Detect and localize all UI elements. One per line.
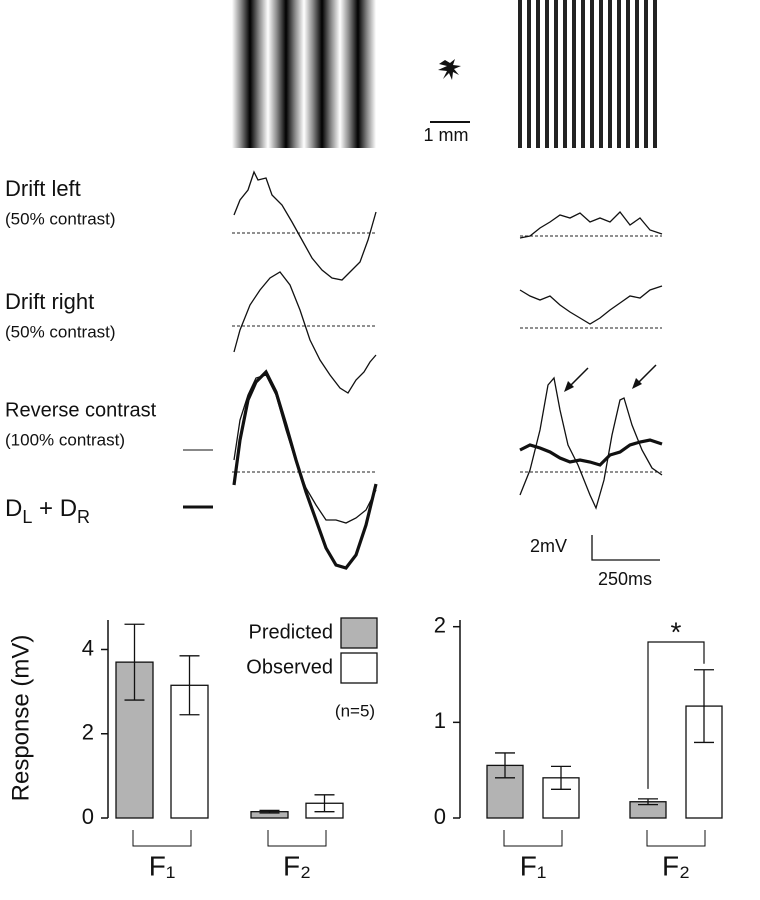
condition-sub: (50% contrast) — [5, 209, 116, 228]
significance-bracket — [647, 641, 705, 789]
category-bracket — [267, 830, 327, 847]
sum-part: D — [5, 495, 22, 522]
category-bracket — [503, 830, 563, 847]
condition-label: Reverse contrast — [5, 399, 157, 421]
y-tick-label: 4 — [82, 635, 94, 660]
category-bracket — [646, 830, 706, 847]
scale-label: 250ms — [598, 569, 652, 589]
category-bracket — [132, 830, 192, 847]
error-bar — [124, 623, 145, 701]
cell-morphology — [438, 59, 461, 80]
note: (n=5) — [335, 701, 375, 720]
y-tick-label: 0 — [82, 804, 94, 829]
y-tick-label: 0 — [434, 804, 446, 829]
condition-label: Drift left — [5, 176, 81, 201]
error-bar — [495, 752, 515, 779]
y-axis-label: Response (mV) — [7, 635, 34, 802]
x-tick-label: F₂ — [283, 850, 311, 881]
fine-grating — [516, 0, 660, 148]
x-tick-label: F₂ — [662, 850, 690, 881]
y-tick-label: 2 — [434, 613, 446, 638]
error-bar — [259, 809, 280, 814]
legend-label: Predicted — [249, 621, 334, 643]
legend-swatch — [340, 652, 378, 684]
sum-part: + D — [32, 495, 77, 522]
condition-label: Drift right — [5, 289, 94, 314]
y-tick-label: 1 — [434, 708, 446, 733]
significance-mark: * — [671, 616, 682, 647]
coarse-grating — [232, 0, 376, 148]
legend-swatch — [340, 617, 378, 649]
condition-sub: (100% contrast) — [5, 430, 125, 449]
x-tick-label: F₁ — [149, 850, 176, 881]
error-bar — [314, 794, 335, 813]
scale-label: 1 mm — [424, 125, 469, 145]
error-bar — [551, 765, 571, 790]
condition-sub: (50% contrast) — [5, 322, 116, 341]
y-tick-label: 2 — [82, 720, 94, 745]
legend-label: Observed — [246, 656, 333, 678]
traces — [232, 170, 663, 570]
x-tick-label: F₁ — [520, 850, 547, 881]
condition-label: DL + DR — [5, 495, 90, 526]
error-bar — [694, 669, 714, 744]
error-bar — [638, 798, 658, 806]
scale-label: 2mV — [530, 536, 567, 556]
error-bar — [179, 655, 200, 716]
sum-sub: R — [77, 507, 90, 527]
sum-sub: L — [22, 507, 32, 527]
